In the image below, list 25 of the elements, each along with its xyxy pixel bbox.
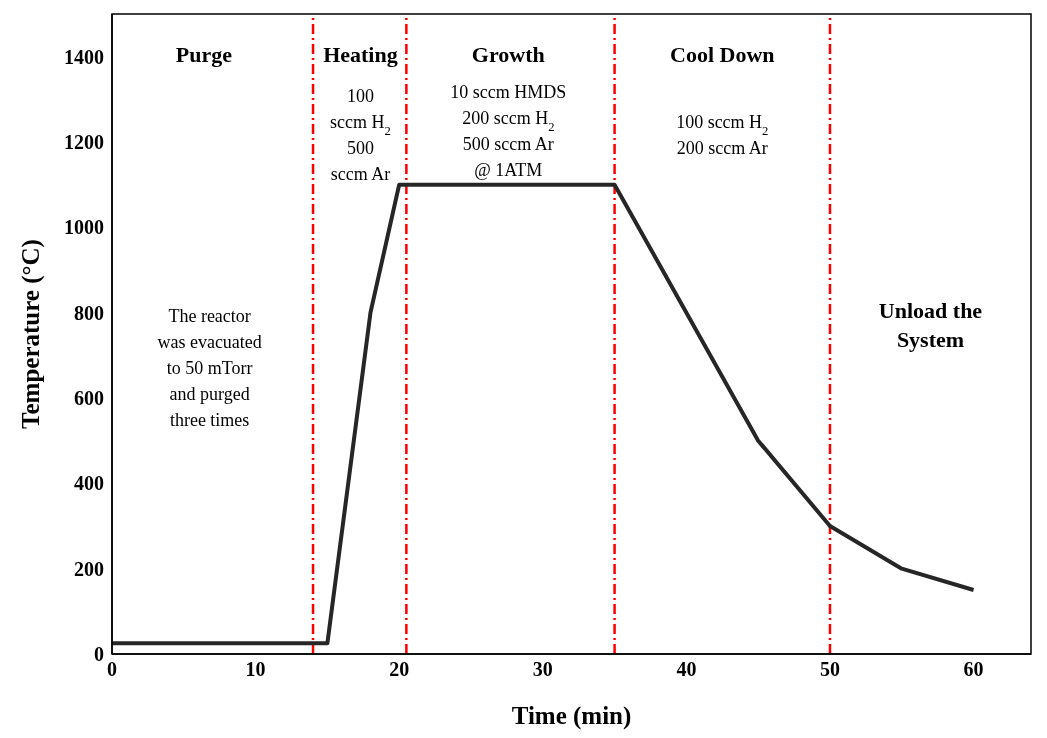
annotation: Unload the System [878,297,983,352]
y-tick-label: 1400 [64,45,104,68]
annotation: Cool Down [670,41,775,67]
y-tick-label: 1000 [64,216,104,239]
annotation: Growth [471,41,545,67]
annotation: The reactor was evacuated to 50 mTorr and purged three times [157,306,262,431]
annotation: Heating [323,41,398,67]
annotation: 100 sccm H$_{2}$ 500 sccm Ar [330,86,391,185]
y-tick-label: 600 [74,387,104,410]
y-tick-label: 0 [94,643,104,666]
x-tick-label: 30 [532,658,553,681]
x-axis-title: Time (min) [511,702,632,730]
x-tick-label: 10 [245,658,266,681]
annotation: 100 sccm H$_{2}$ 200 sccm Ar [676,112,769,158]
x-tick-label: 40 [676,658,697,681]
x-tick-label: 20 [389,658,410,681]
y-tick-label: 1200 [64,131,104,154]
y-axis-title: Temperature (°C) [16,239,45,429]
annotation: Purge [175,41,233,67]
y-tick-label: 400 [74,472,104,495]
x-tick-label: 60 [963,658,984,681]
annotation: 10 sccm HMDS 200 sccm H$_{2}$ 500 sccm Ar @ 1ATM [450,82,567,181]
x-tick-label: 50 [819,658,840,681]
y-tick-label: 800 [74,301,104,324]
y-tick-label: 200 [74,557,104,580]
